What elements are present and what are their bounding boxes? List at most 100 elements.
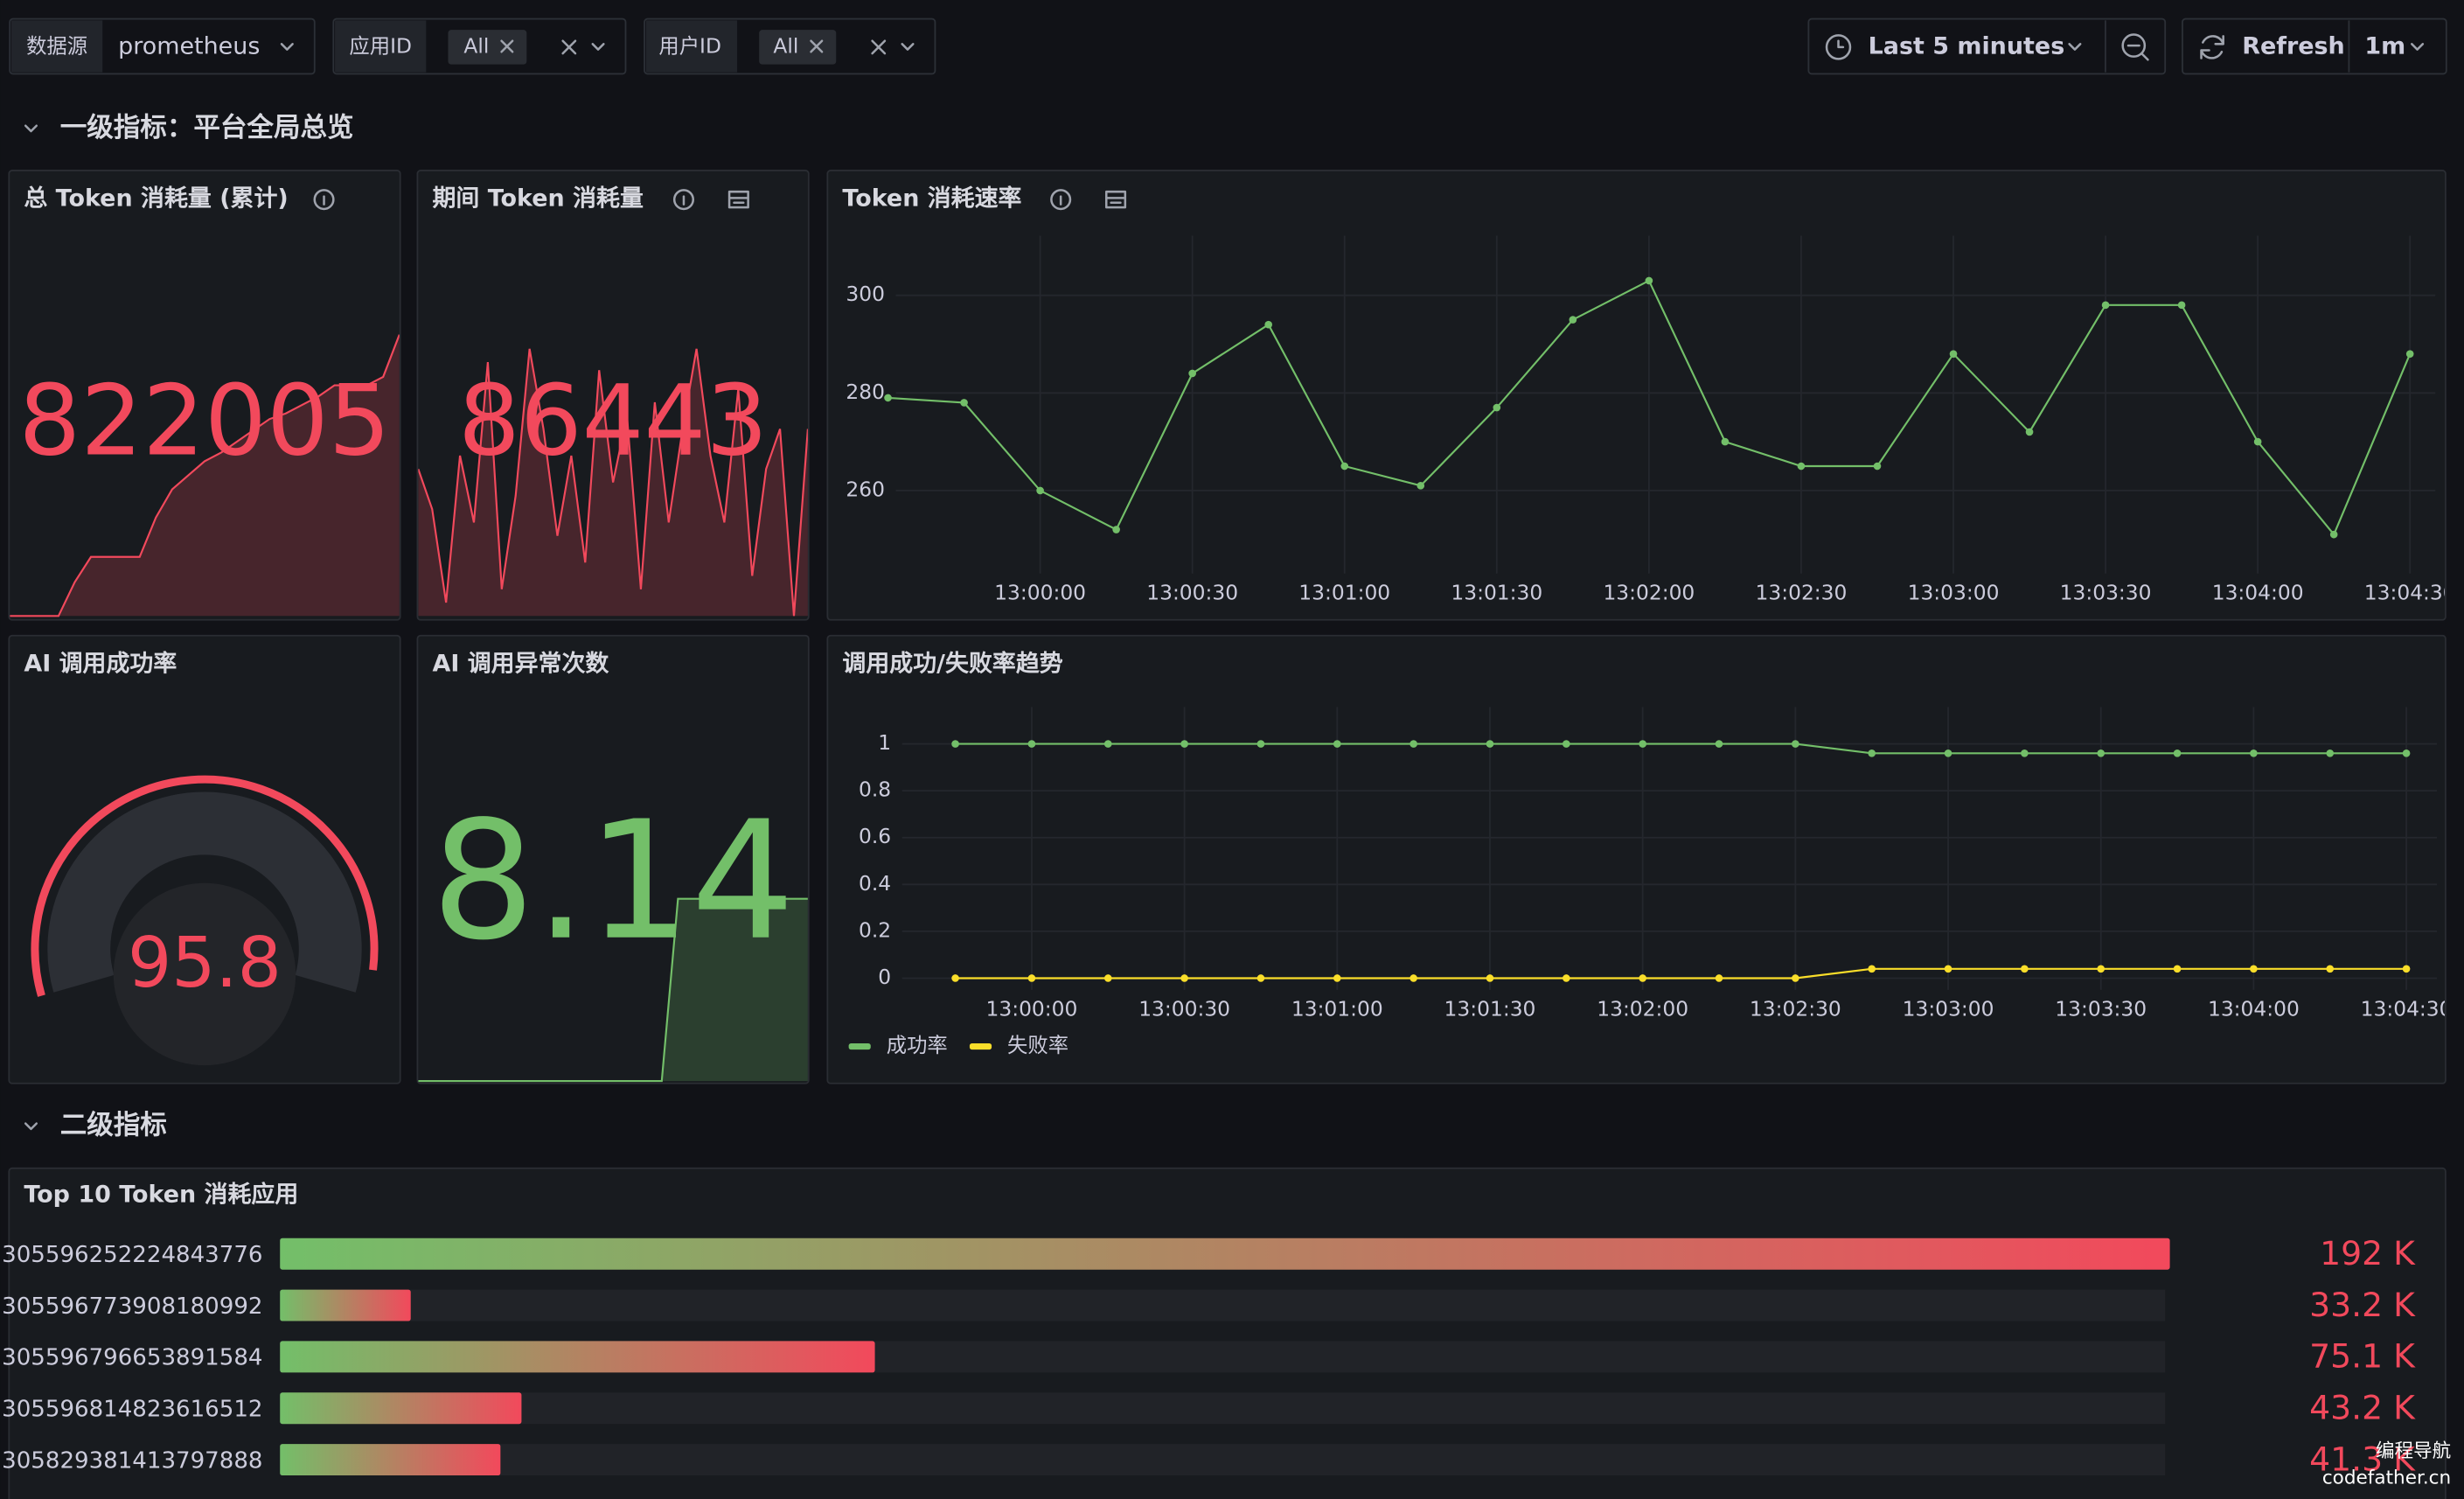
- refresh-picker[interactable]: [2182, 17, 2447, 75]
- panel-title: 总 Token 消耗量 (累计): [24, 185, 288, 213]
- gauge-value: 95.8: [128, 923, 282, 1003]
- variable-value[interactable]: All: [463, 33, 489, 58]
- zoom-icon[interactable]: [2121, 33, 2147, 58]
- x-tick-label: 13:04:00: [2208, 997, 2300, 1021]
- x-tick-label: 13:03:00: [1903, 997, 1994, 1021]
- panel: [826, 634, 2447, 1084]
- panel-title: 调用成功/失败率趋势: [842, 649, 1062, 677]
- link-icon[interactable]: [1105, 190, 1127, 209]
- time-picker[interactable]: [1807, 17, 2167, 75]
- data-point: [2253, 437, 2262, 446]
- link-icon[interactable]: [727, 190, 749, 209]
- panel: [8, 170, 401, 621]
- time-series: 0 0.2 0.4 0.6 0.8 1 13:00:00 13:00:30 13:01:00 13…: [859, 707, 2445, 1021]
- bar: [280, 1289, 411, 1321]
- clear[interactable]: [871, 39, 887, 55]
- data-point: [2405, 350, 2414, 358]
- bar-label: 305596773908180992: [2, 1293, 262, 1320]
- bar: [280, 1238, 2170, 1270]
- refresh-button[interactable]: Refresh: [2242, 32, 2345, 59]
- variable-label-bg: [11, 20, 103, 73]
- bar: [280, 1444, 501, 1476]
- data-point: [884, 394, 892, 402]
- sparkline: [418, 348, 808, 617]
- data-point: [1103, 974, 1112, 982]
- data-point: [1036, 486, 1044, 495]
- data-point: [1949, 350, 1958, 358]
- x-tick-label: 13:00:00: [994, 581, 1086, 605]
- data-point: [2326, 965, 2335, 973]
- x-tick-label: 13:02:00: [1597, 997, 1688, 1021]
- row-collapse[interactable]: [24, 1122, 38, 1131]
- chip-remove[interactable]: [500, 39, 514, 53]
- y-tick-label: 0: [878, 965, 891, 989]
- panel-title: 期间 Token 消耗量: [433, 185, 644, 213]
- data-point: [1868, 965, 1876, 973]
- panel: [826, 170, 2447, 621]
- data-point: [1797, 462, 1806, 471]
- y-tick-label: 0.8: [859, 777, 891, 802]
- panel-title: Token 消耗速率: [842, 185, 1021, 213]
- data-point: [1188, 369, 1196, 378]
- variable-value[interactable]: All: [773, 33, 798, 58]
- variable-value[interactable]: prometheus: [118, 32, 260, 59]
- data-point: [1715, 740, 1723, 748]
- sparkline-area: [418, 898, 808, 1082]
- gauge-center: [113, 882, 296, 1066]
- series-line: [955, 967, 2407, 980]
- bar: [280, 1341, 875, 1373]
- stat: [418, 348, 808, 617]
- stat: [10, 334, 400, 617]
- data-point: [1569, 316, 1577, 324]
- x-tick-label: 13:03:00: [1908, 581, 2000, 605]
- variable-label: 数据源: [26, 33, 87, 58]
- data-point: [1639, 740, 1646, 748]
- gauge-track: [47, 791, 362, 993]
- legend-label: 成功率: [887, 1033, 948, 1057]
- sparkline: [10, 334, 400, 617]
- data-point: [1715, 974, 1723, 982]
- legend-swatch: [848, 1042, 871, 1050]
- time-range[interactable]: Last 5 minutes: [1869, 32, 2065, 59]
- panel: [416, 634, 810, 1084]
- data-point: [1563, 974, 1570, 982]
- data-point: [1180, 974, 1188, 982]
- row-title[interactable]: 一级指标：平台全局总览: [60, 112, 354, 143]
- data-point: [2021, 749, 2029, 757]
- legend-swatch: [969, 1042, 992, 1050]
- clear[interactable]: [561, 39, 577, 55]
- row-title[interactable]: 二级指标: [60, 1111, 167, 1141]
- x-tick-label: 13:01:30: [1451, 581, 1542, 605]
- data-point: [2101, 301, 2110, 310]
- x-tick-label: 13:03:30: [2055, 997, 2147, 1021]
- data-point: [1493, 403, 1501, 412]
- info-icon[interactable]: [313, 189, 335, 211]
- y-tick-label: 0.4: [859, 871, 891, 896]
- row-collapse[interactable]: [24, 124, 38, 133]
- watermark: 编程导航: [2376, 1440, 2451, 1462]
- refresh-interval[interactable]: 1m: [2364, 32, 2405, 59]
- data-point: [1409, 740, 1417, 748]
- bar-value: 75.1 K: [2309, 1337, 2416, 1376]
- y-tick-label: 0.2: [859, 917, 891, 942]
- data-point: [1416, 482, 1425, 490]
- x-tick-label: 13:01:00: [1298, 581, 1390, 605]
- time-series: 260 280 300 13:00:00 13:00:30 13:01:00 13:01:3…: [846, 235, 2445, 605]
- bar-value: 33.2 K: [2309, 1286, 2416, 1324]
- chevron: [280, 43, 294, 51]
- data-point: [1721, 437, 1730, 446]
- data-point: [1944, 965, 1952, 973]
- data-point: [1256, 974, 1265, 982]
- data-point: [2402, 965, 2411, 973]
- data-point: [1486, 740, 1494, 748]
- variable-label-bg: [335, 20, 427, 73]
- panel-title: AI 调用成功率: [24, 649, 177, 677]
- data-point: [1409, 974, 1417, 982]
- data-point: [2177, 301, 2186, 310]
- chip-remove[interactable]: [810, 39, 824, 53]
- chevron: [2068, 43, 2082, 51]
- info-icon[interactable]: [1050, 189, 1072, 211]
- info-icon[interactable]: [672, 189, 695, 211]
- x-tick-label: 13:03:30: [2060, 581, 2152, 605]
